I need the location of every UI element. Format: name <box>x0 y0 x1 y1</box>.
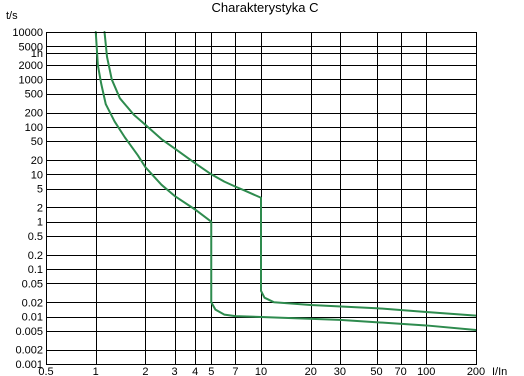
plot-frame <box>46 32 477 365</box>
y-tick-label: 20 <box>31 155 43 167</box>
lower-limit-curve <box>94 31 477 332</box>
x-tick-label: 50 <box>370 366 382 376</box>
x-tick-label: 4 <box>192 366 198 376</box>
x-tick-label: 200 <box>467 366 485 376</box>
x-tick-labels: 0.5 1 2 3 4 5 7 10 20 30 50 70 100 200 <box>38 366 485 376</box>
y-tick-label: 10 <box>31 169 43 181</box>
y-axis-label: t/s <box>6 10 18 22</box>
x-tick-label: 30 <box>334 366 346 376</box>
upper-limit-curve <box>103 31 477 317</box>
y-tick-label: 0.005 <box>15 326 43 338</box>
y-tick-label: 0.001 <box>15 359 43 371</box>
y-tick-label: 5000 <box>19 41 43 53</box>
y-tick-label: 500 <box>25 89 43 101</box>
x-axis-label: I/In <box>492 366 507 376</box>
y-tick-label: 100 <box>25 122 43 134</box>
chart-title: Charakterystyka C <box>212 0 319 15</box>
y-tick-label: 1000 <box>19 74 43 86</box>
y-tick-label: 0.002 <box>15 345 43 357</box>
y-tick-label: 0.02 <box>22 297 43 309</box>
y-tick-label: 0.05 <box>22 278 43 290</box>
y-tick-label: 1 <box>37 217 43 229</box>
x-tick-label: 10 <box>255 366 267 376</box>
x-tick-label: 2 <box>142 366 148 376</box>
x-tick-label: 70 <box>395 366 407 376</box>
x-tick-label: 100 <box>417 366 435 376</box>
y-tick-label: 0.1 <box>28 264 43 276</box>
y-tick-label: 0.5 <box>28 231 43 243</box>
y-tick-label: 1h <box>31 48 43 60</box>
x-tick-label: 0.5 <box>38 366 53 376</box>
y-tick-label: 200 <box>25 108 43 120</box>
y-tick-label: 50 <box>31 136 43 148</box>
y-tick-label: 5 <box>37 184 43 196</box>
y-tick-label: 10000 <box>12 27 43 39</box>
y-tick-label: 2 <box>37 202 43 214</box>
x-tick-label: 7 <box>232 366 238 376</box>
x-tick-label: 5 <box>208 366 214 376</box>
y-tick-label: 0.01 <box>22 312 43 324</box>
x-tick-label: 1 <box>93 366 99 376</box>
x-tick-label: 3 <box>172 366 178 376</box>
curves <box>94 31 477 332</box>
y-tick-label: 2000 <box>19 60 43 72</box>
y-tick-label: 0.2 <box>28 250 43 262</box>
x-tick-label: 20 <box>305 366 317 376</box>
